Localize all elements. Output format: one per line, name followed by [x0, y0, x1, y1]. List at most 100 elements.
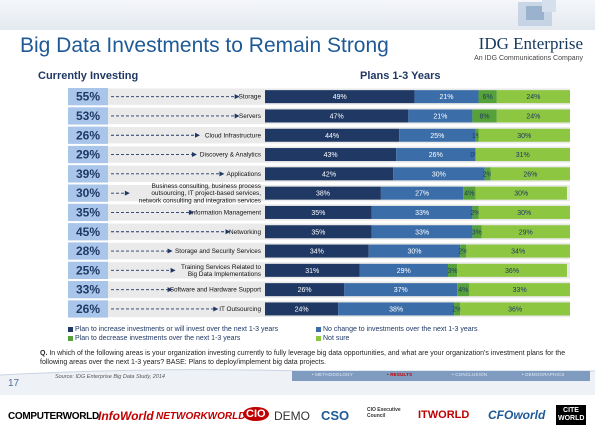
percent-cell: [68, 223, 108, 241]
bar-value-label: 2%: [470, 210, 480, 217]
bar-value-label: 49%: [333, 94, 347, 101]
bar-segment: [371, 225, 473, 239]
bar-segment: [414, 90, 479, 104]
category-label: network consulting and integration servi…: [139, 197, 261, 204]
category-label: Discovery & Analytics: [200, 152, 261, 159]
cio-logo: CIO: [243, 407, 269, 421]
bar-value-label: 21%: [439, 94, 453, 101]
bar-value-label: 2%: [483, 171, 493, 178]
brand-logos: COMPUTERWORLD InfoWorld NETWORKWORLD CIO…: [0, 401, 595, 441]
bar-value-label: 38%: [316, 191, 330, 198]
category-label: IT Outsourcing: [219, 306, 261, 313]
bar-value-label: 24%: [526, 113, 540, 120]
bar-segment: [265, 283, 345, 297]
bar-value-label: 33%: [513, 287, 527, 294]
category-label: Networking: [229, 229, 261, 236]
arrow-head: [167, 248, 173, 254]
bar-segment: [463, 186, 476, 200]
percent-cell: [68, 88, 108, 106]
arrow-head: [213, 306, 219, 312]
bar-value-label: 26%: [429, 152, 443, 159]
category-label: Storage and Security Services: [175, 248, 261, 255]
chart-legend: Plan to increase investments or will inv…: [68, 326, 568, 346]
bar-segment: [481, 225, 570, 239]
bar-value-label: 37%: [394, 287, 408, 294]
currently-investing-value: 53%: [76, 109, 100, 123]
bar-segment: [478, 128, 570, 142]
bar-segment: [457, 283, 470, 297]
bar-value-label: 24%: [526, 94, 540, 101]
bar-value-label: 30%: [514, 191, 528, 198]
bar-segment: [338, 302, 455, 316]
bar-value-label: 3%: [472, 229, 482, 236]
legend-label: No change to investments over the next 1…: [323, 326, 478, 333]
bar-segment: [380, 186, 464, 200]
bar-value-label: 26%: [298, 287, 312, 294]
bar-value-label: 35%: [311, 210, 325, 217]
bar-value-label: 27%: [415, 191, 429, 198]
currently-investing-value: 33%: [76, 283, 100, 297]
bar-value-label: 25%: [430, 133, 444, 140]
percent-cell: [68, 165, 108, 183]
bar-segment: [448, 263, 458, 277]
arrow-head: [170, 267, 176, 273]
bar-segment: [408, 109, 473, 123]
question-prefix: Q.: [40, 350, 48, 357]
legend-swatch: [316, 335, 321, 341]
bar-segment: [478, 90, 497, 104]
bar-value-label: 1%: [472, 133, 482, 140]
legend-item-not-sure: Not sure: [316, 335, 349, 342]
cso-logo: CSO: [321, 408, 350, 423]
currently-investing-value: 55%: [76, 90, 100, 104]
idg-cube-graphic: [518, 0, 556, 26]
legend-item-decrease: Plan to decrease investments over the ne…: [68, 335, 240, 342]
category-label: Training Services Related to: [181, 264, 261, 271]
survey-question: Q. In which of the following areas is yo…: [40, 349, 580, 367]
bar-value-label: 30%: [432, 171, 446, 178]
idg-enterprise-logo: IDG Enterprise An IDG Communications Com…: [443, 34, 583, 70]
currently-investing-value: 25%: [76, 263, 100, 277]
arrow-head: [195, 132, 200, 138]
nav-methodology[interactable]: • METHODOLOGY: [312, 372, 353, 377]
bar-value-label: 30%: [517, 210, 531, 217]
bar-segment: [460, 302, 570, 316]
legend-item-no-change: No change to investments over the next 1…: [316, 326, 477, 333]
percent-cell: [68, 107, 108, 125]
plans-heading: Plans 1-3 Years: [360, 70, 441, 82]
bar-value-label: 29%: [519, 229, 533, 236]
bar-value-label: 30%: [407, 249, 421, 256]
category-label: Information Management: [190, 209, 261, 216]
percent-cell: [68, 184, 108, 202]
percent-cell: [68, 242, 108, 260]
currently-investing-heading: Currently Investing: [38, 70, 139, 82]
bar-segment: [475, 148, 570, 162]
arrow-head: [219, 171, 225, 177]
bar-segment: [265, 167, 394, 181]
legend-label: Plan to increase investments or will inv…: [75, 326, 279, 333]
nav-results[interactable]: • RESULTS: [387, 372, 413, 377]
nav-demographics[interactable]: • DEMOGRAPHICS: [522, 372, 565, 377]
currently-investing-value: 26%: [76, 302, 100, 316]
nav-conclusion[interactable]: • CONCLUSION: [452, 372, 488, 377]
bar-segment: [265, 205, 372, 219]
bar-segment: [478, 205, 570, 219]
arrow-head: [191, 152, 197, 158]
bar-value-label: 24%: [295, 306, 309, 313]
bar-segment: [344, 283, 458, 297]
bar-value-label: 43%: [324, 152, 338, 159]
bar-segment: [484, 167, 491, 181]
header-band: [0, 0, 595, 30]
bar-value-label: 38%: [389, 306, 403, 313]
section-nav: • METHODOLOGY • RESULTS • CONCLUSION • D…: [292, 371, 590, 381]
percent-cell: [68, 300, 108, 318]
category-label: Applications: [227, 171, 261, 178]
currently-investing-value: 28%: [76, 244, 100, 258]
legend-swatch: [68, 326, 73, 332]
itworld-logo: ITWORLD: [418, 409, 470, 421]
bar-segment: [496, 109, 570, 123]
infoworld-logo: InfoWorld: [98, 409, 154, 423]
bar-value-label: 36%: [505, 268, 519, 275]
bar-value-label: 3%: [448, 268, 458, 275]
bar-segment: [490, 167, 570, 181]
bar-segment: [457, 263, 567, 277]
